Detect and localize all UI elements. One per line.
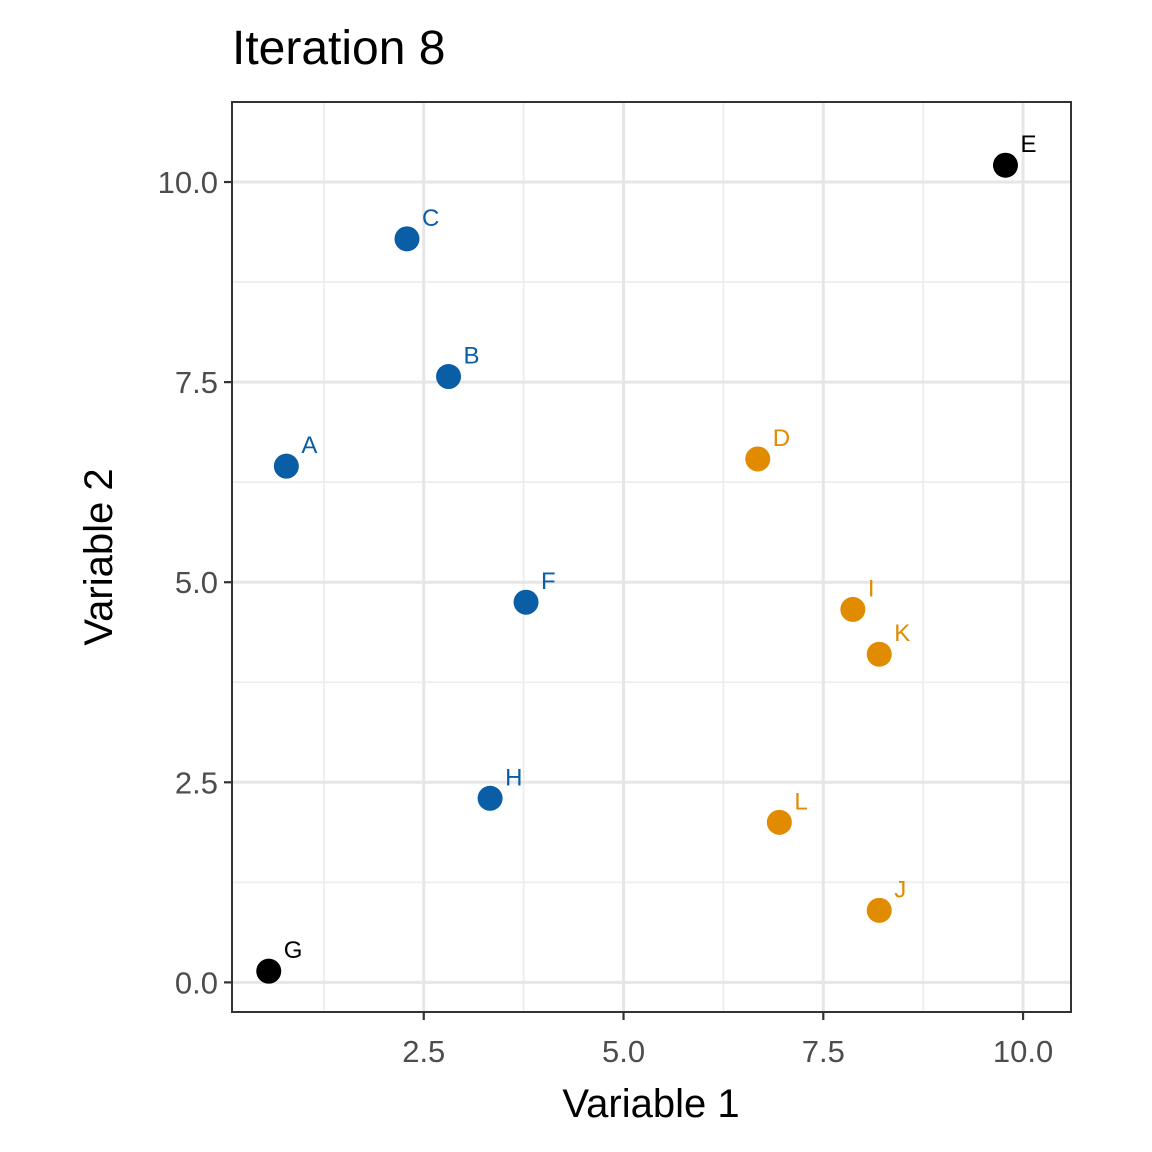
data-point-g [256,958,282,984]
axis-ticks: 2.5 5.0 7.5 10.0 0.0 2.5 5.0 7.5 10.0 [158,165,1054,1069]
y-tick-label: 7.5 [175,365,218,400]
point-label-d: D [773,425,790,452]
point-label-b: B [464,343,480,370]
y-tick-label: 2.5 [175,765,218,800]
point-label-c: C [422,205,439,232]
point-label-l: L [794,788,807,815]
panel-background [232,102,1071,1012]
x-tick-label: 10.0 [993,1034,1053,1069]
y-axis-title: Variable 2 [77,468,121,645]
point-label-g: G [284,937,303,964]
data-point-b [436,364,462,390]
point-label-k: K [894,620,910,647]
point-label-e: E [1020,131,1036,158]
data-point-i [840,596,866,622]
point-label-a: A [301,432,317,459]
data-point-h [477,785,503,811]
point-label-h: H [505,764,522,791]
data-point-l [766,809,792,835]
data-point-d [745,446,771,472]
x-tick-label: 2.5 [402,1034,445,1069]
grid-lines [232,102,1071,1012]
chart-title: Iteration 8 [232,22,445,75]
point-label-j: J [894,876,906,903]
data-point-a [273,453,299,479]
data-point-j [866,897,892,923]
y-tick-label: 5.0 [175,565,218,600]
data-points: A B C D E F G H I J K L [256,131,1036,984]
x-tick-label: 5.0 [602,1034,645,1069]
y-tick-label: 10.0 [158,165,218,200]
panel-border [231,101,1072,1013]
x-tick-label: 7.5 [802,1034,845,1069]
data-point-f [513,589,539,615]
point-label-i: I [868,575,875,602]
point-label-f: F [541,568,556,595]
y-tick-label: 0.0 [175,965,218,1000]
data-point-k [866,641,892,667]
x-axis-title: Variable 1 [562,1082,739,1126]
data-point-e [992,152,1018,178]
data-point-c [394,226,420,252]
